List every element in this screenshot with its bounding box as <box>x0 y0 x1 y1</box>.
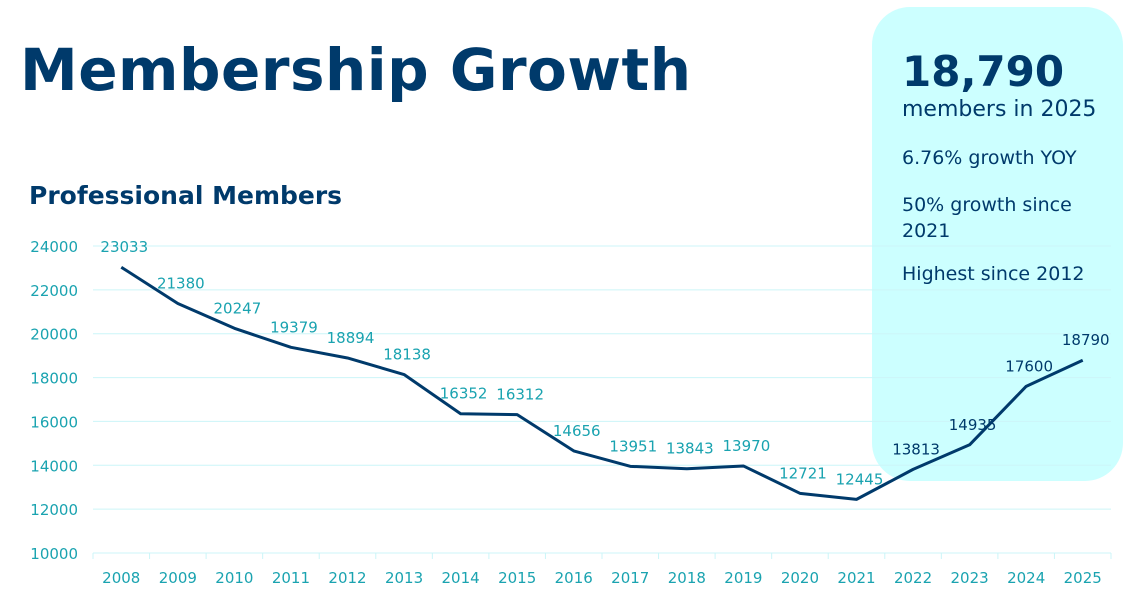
data-label: 20247 <box>214 299 262 317</box>
x-tick-label: 2011 <box>272 569 310 587</box>
data-label: 18894 <box>327 329 375 347</box>
callout-line: 50% growth since 2021 <box>902 194 1072 242</box>
y-tick-label: 12000 <box>30 501 78 519</box>
page-title: Membership Growth <box>20 36 692 104</box>
data-label: 19379 <box>270 318 318 336</box>
x-tick-label: 2010 <box>215 569 253 587</box>
x-tick-label: 2012 <box>328 569 366 587</box>
x-tick-label: 2018 <box>668 569 706 587</box>
x-tick-label: 2020 <box>781 569 819 587</box>
y-tick-label: 10000 <box>30 545 78 563</box>
callout-line: 6.76% growth YOY <box>902 147 1077 169</box>
y-tick-label: 16000 <box>30 413 78 431</box>
x-tick-label: 2014 <box>442 569 480 587</box>
x-tick-label: 2013 <box>385 569 423 587</box>
data-label: 14656 <box>553 422 601 440</box>
summary-callout: 18,790 members in 2025 6.76% growth YOY … <box>872 7 1123 481</box>
x-tick-label: 2021 <box>837 569 875 587</box>
callout-line: members in 2025 <box>902 97 1097 122</box>
data-label: 13843 <box>666 440 714 458</box>
y-tick-label: 20000 <box>30 326 78 344</box>
data-label: 18138 <box>383 346 431 364</box>
x-tick-label: 2024 <box>1007 569 1045 587</box>
y-tick-label: 24000 <box>30 238 78 256</box>
data-label: 14935 <box>949 416 997 434</box>
x-tick-label: 2019 <box>724 569 762 587</box>
x-tick-label: 2025 <box>1064 569 1102 587</box>
callout-headline: 18,790 <box>902 47 1065 96</box>
data-label: 13813 <box>892 440 940 458</box>
series-line <box>120 265 1084 501</box>
data-label: 17600 <box>1005 357 1053 375</box>
x-tick-label: 2023 <box>951 569 989 587</box>
x-tick-label: 2017 <box>611 569 649 587</box>
x-tick-label: 2015 <box>498 569 536 587</box>
data-label: 13970 <box>723 437 771 455</box>
callout-line: Highest since 2012 <box>902 263 1085 285</box>
y-tick-label: 18000 <box>30 370 78 388</box>
x-tick-label: 2009 <box>159 569 197 587</box>
data-label: 12721 <box>779 464 827 482</box>
chart-title: Professional Members <box>29 181 343 210</box>
data-label: 13951 <box>609 437 657 455</box>
data-label: 16352 <box>440 385 488 403</box>
y-tick-label: 14000 <box>30 457 78 475</box>
x-tick-label: 2008 <box>102 569 140 587</box>
x-tick-label: 2022 <box>894 569 932 587</box>
y-tick-label: 22000 <box>30 282 78 300</box>
data-label: 23033 <box>100 238 148 256</box>
data-label: 16312 <box>496 386 544 404</box>
data-label: 18790 <box>1062 331 1110 349</box>
data-label: 12445 <box>836 470 884 488</box>
data-label: 21380 <box>157 274 205 292</box>
x-tick-label: 2016 <box>555 569 593 587</box>
